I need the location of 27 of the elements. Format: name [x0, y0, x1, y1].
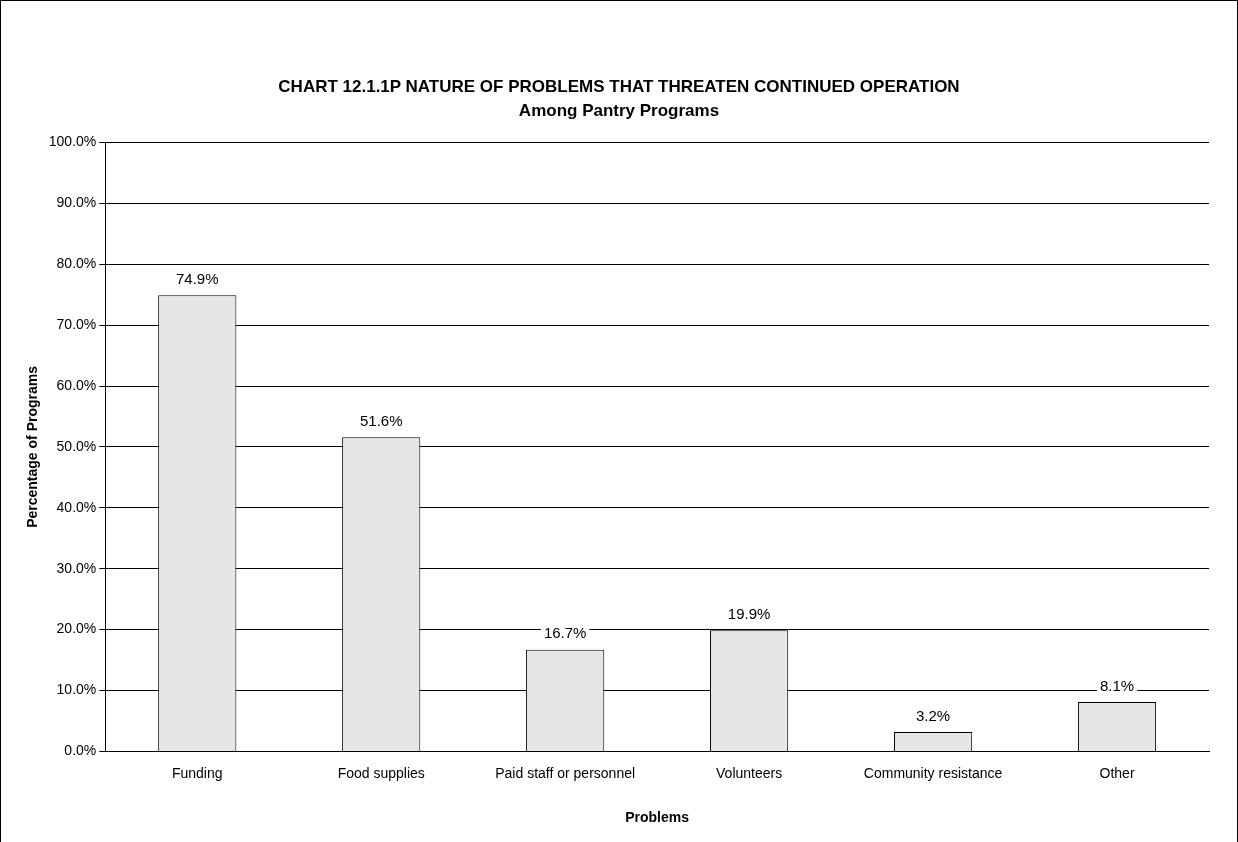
y-tick-label: 60.0% — [56, 376, 97, 393]
y-tick-label: 0.0% — [64, 742, 97, 759]
y-tick-label: 40.0% — [56, 498, 97, 515]
x-tick-label: Other — [1099, 764, 1135, 781]
data-label: 16.7% — [543, 624, 587, 642]
x-axis-title: Problems — [625, 809, 690, 826]
data-label: 74.9% — [175, 269, 219, 287]
x-tick-label: Volunteers — [716, 764, 783, 781]
x-tick-label: Community resistance — [863, 764, 1003, 781]
y-tick-label: 70.0% — [56, 315, 97, 332]
chart-subtitle: Among Pantry Programs — [517, 100, 721, 122]
data-label: 8.1% — [1099, 676, 1135, 694]
y-tick-label: 90.0% — [56, 194, 97, 211]
y-tick-label: 30.0% — [56, 559, 97, 576]
y-tick-label: 80.0% — [56, 255, 97, 272]
y-tick-label: 50.0% — [56, 437, 97, 454]
x-tick-label: Food supplies — [337, 764, 425, 781]
y-tick-label: 20.0% — [56, 620, 97, 637]
chart-title: CHART 12.1.1P NATURE OF PROBLEMS THAT THREATEN CONTINUED OPERATION — [277, 76, 961, 98]
data-label: 51.6% — [359, 411, 403, 429]
data-label: 3.2% — [915, 706, 951, 724]
y-tick-label: 10.0% — [56, 681, 97, 698]
y-axis-title: Percentage of Programs — [24, 365, 41, 528]
x-tick-label: Funding — [171, 764, 223, 781]
data-label: 19.9% — [727, 604, 771, 622]
y-tick-label: 100.0% — [48, 133, 97, 150]
x-tick-label: Paid staff or personnel — [495, 764, 636, 781]
